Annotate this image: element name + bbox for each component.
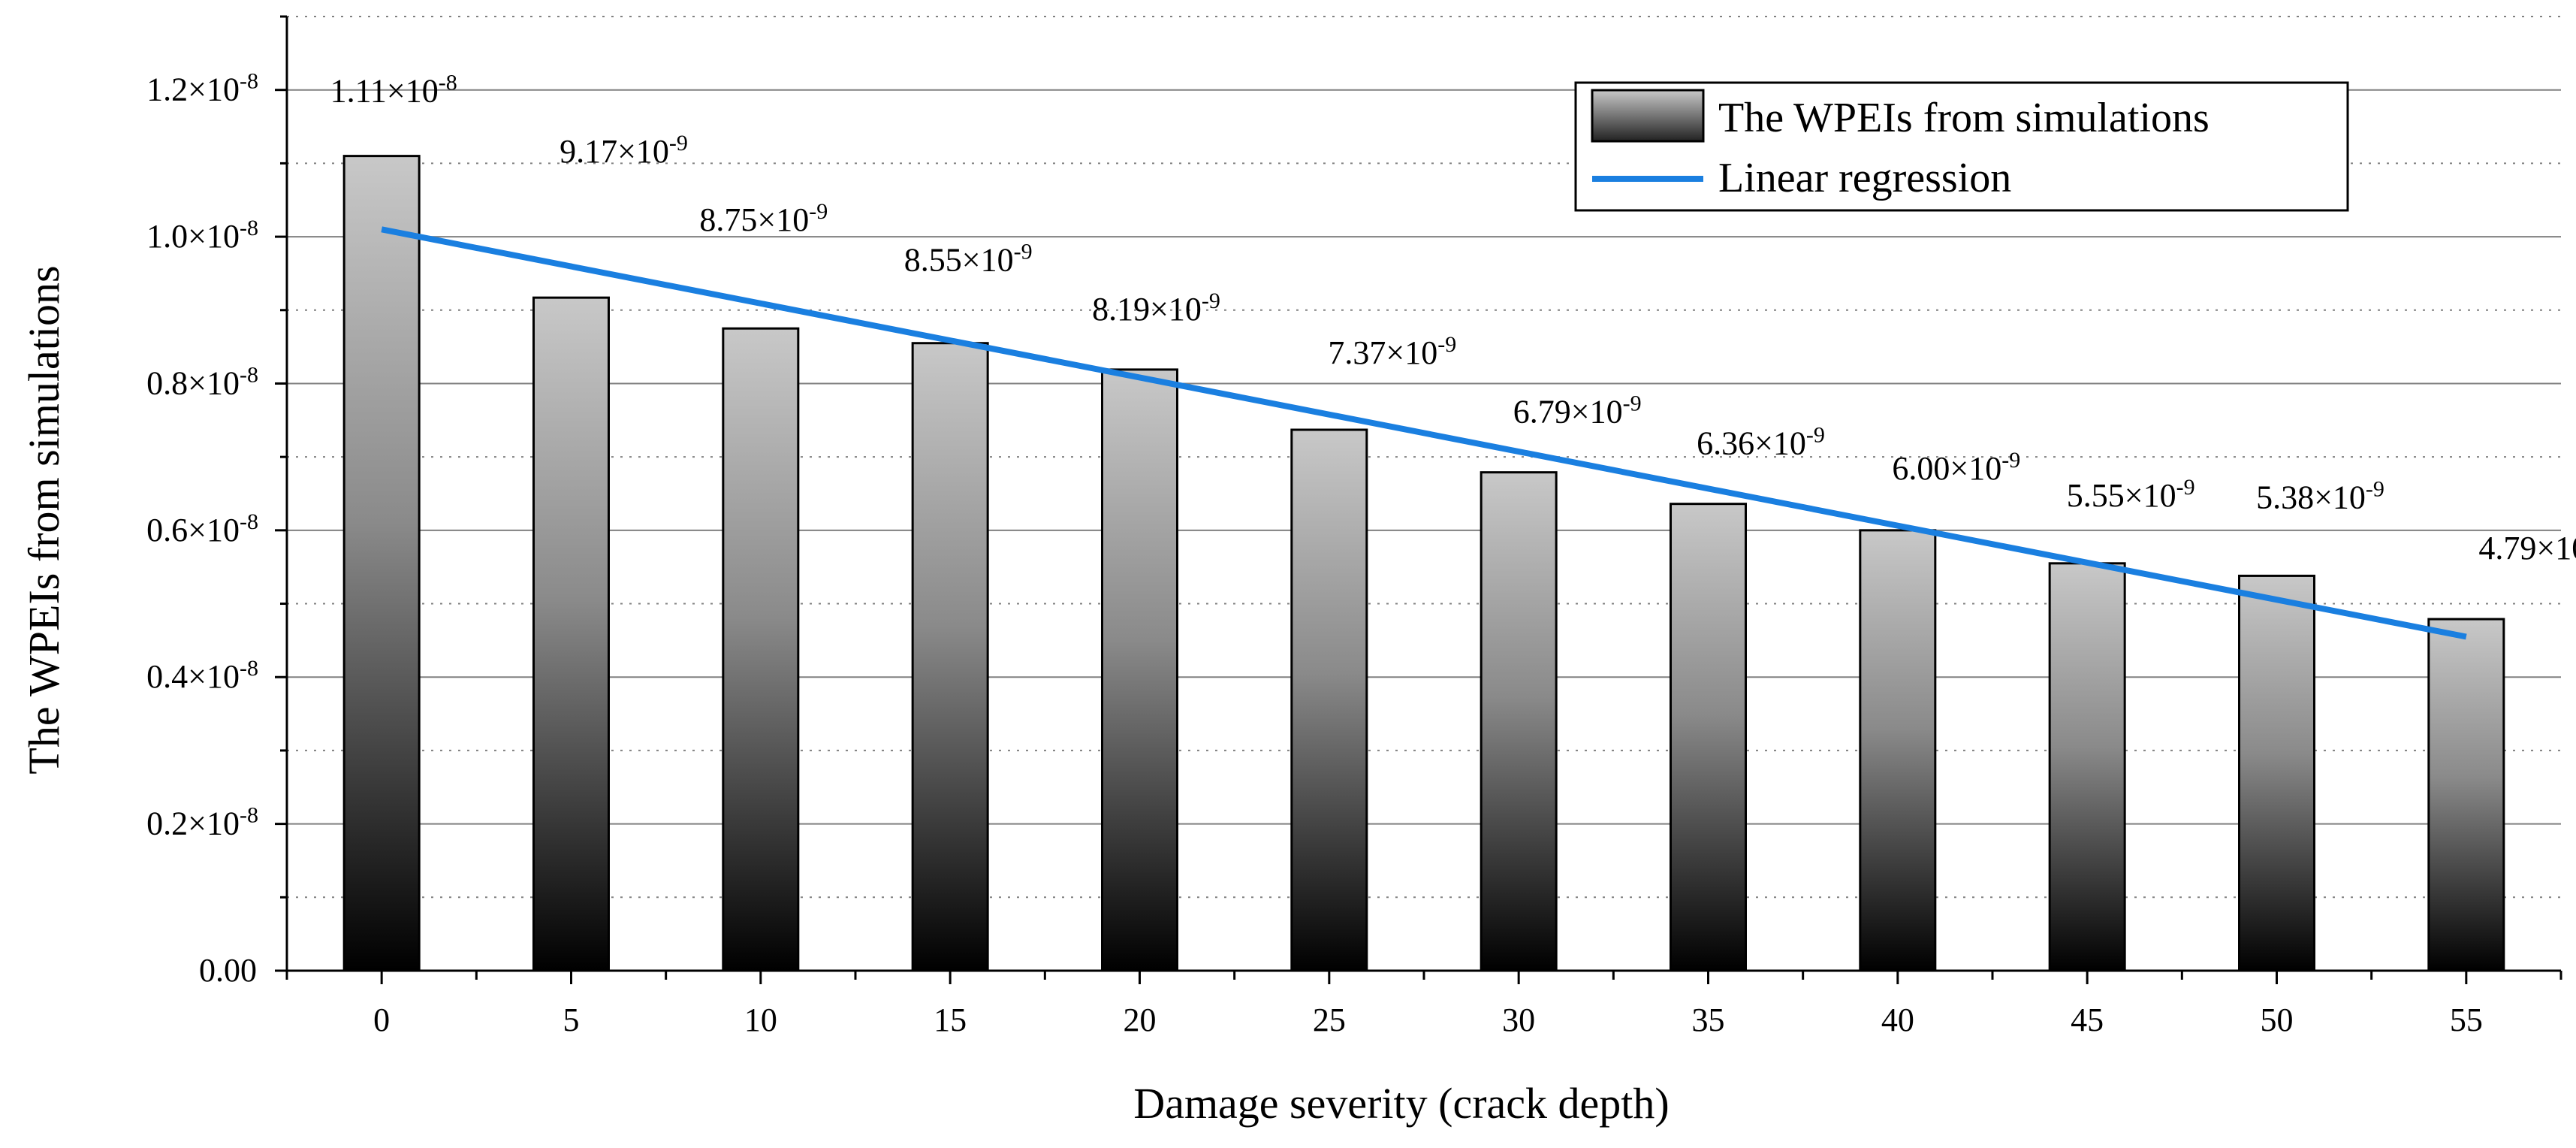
- bar-50: [2238, 574, 2315, 972]
- y-tick-label-mantissa: 1.0×10: [146, 218, 240, 255]
- bar-15: [911, 342, 989, 972]
- y-tick-label-exponent: -8: [240, 216, 258, 240]
- data-label-40-mantissa: 6.00×10: [1892, 450, 2001, 487]
- y-tick-label: 1.2×10-8: [146, 69, 258, 108]
- x-tick-label: 40: [1881, 1001, 1914, 1038]
- y-tick-label-exponent: -8: [240, 509, 258, 534]
- bar-30: [1480, 471, 1558, 972]
- y-axis-title: The WPEIs from simulations: [20, 265, 68, 774]
- y-tick-labels: 0.000.2×10-80.4×10-80.6×10-80.8×10-81.0×…: [146, 69, 258, 989]
- x-axis-title: Damage severity (crack depth): [1133, 1079, 1669, 1128]
- data-label-5-exponent: -9: [669, 131, 688, 156]
- legend-bar-swatch: [1591, 89, 1705, 143]
- y-tick-label-exponent: -8: [240, 803, 258, 828]
- x-tick-label: 50: [2261, 1001, 2294, 1038]
- bar-0: [342, 155, 421, 972]
- bar-55: [2427, 618, 2505, 972]
- data-label-5-mantissa: 9.17×10: [560, 133, 669, 170]
- x-tick-label: 10: [744, 1001, 777, 1038]
- data-label-50: 5.38×10-9: [2256, 476, 2384, 515]
- data-label-30-exponent: -9: [1623, 391, 1642, 416]
- data-label-30-mantissa: 6.79×10: [1513, 394, 1623, 430]
- data-label-55-mantissa: 4.79×10: [2478, 530, 2576, 566]
- x-tick-labels: 0 5 10 15 20 25 30 35 40 45 50 55: [373, 1001, 2483, 1038]
- y-tick-label: 0.00: [199, 952, 257, 989]
- data-label-40-exponent: -9: [2001, 448, 2020, 473]
- data-label-15-mantissa: 8.55×10: [904, 242, 1014, 279]
- data-label-20: 8.19×10-9: [1092, 289, 1220, 328]
- data-label-30: 6.79×10-9: [1513, 391, 1642, 430]
- data-labels: 1.11×10-89.17×10-98.75×10-98.55×10-98.19…: [330, 71, 2576, 566]
- data-label-25-mantissa: 7.37×10: [1328, 334, 1437, 371]
- data-label-15: 8.55×10-9: [904, 240, 1033, 279]
- data-label-35: 6.36×10-9: [1697, 423, 1825, 462]
- data-label-25: 7.37×10-9: [1328, 332, 1456, 371]
- bar-40: [1859, 529, 1937, 972]
- data-label-25-exponent: -9: [1437, 332, 1456, 357]
- data-label-55: 4.79×10-9: [2478, 527, 2576, 566]
- data-label-35-mantissa: 6.36×10: [1697, 425, 1806, 462]
- data-label-15-exponent: -9: [1014, 240, 1033, 264]
- x-tick-label: 0: [373, 1001, 390, 1038]
- y-tick-label-exponent: -8: [240, 69, 258, 94]
- data-label-35-exponent: -9: [1806, 423, 1825, 448]
- y-tick-label: 0.2×10-8: [146, 803, 258, 842]
- data-label-0: 1.11×10-8: [330, 71, 457, 110]
- regression-line: [381, 226, 2467, 640]
- y-tick-label: 0.4×10-8: [146, 656, 258, 695]
- y-tick-label-mantissa: 0.6×10: [146, 512, 240, 548]
- y-tick-label-mantissa: 0.4×10: [146, 658, 240, 695]
- data-label-10-exponent: -9: [809, 199, 828, 224]
- data-label-50-mantissa: 5.38×10: [2256, 479, 2366, 515]
- data-label-45: 5.55×10-9: [2067, 475, 2195, 514]
- y-tick-label: 1.0×10-8: [146, 216, 258, 255]
- x-tick-label: 35: [1692, 1001, 1725, 1038]
- data-label-40: 6.00×10-9: [1892, 448, 2020, 487]
- legend-line-label: Linear regression: [1718, 155, 2011, 201]
- data-label-45-exponent: -9: [2176, 475, 2195, 500]
- data-label-5: 9.17×10-9: [560, 131, 688, 170]
- bar-20: [1101, 368, 1178, 972]
- data-label-50-exponent: -9: [2366, 476, 2384, 501]
- bar-25: [1290, 428, 1368, 972]
- x-tick-label: 30: [1502, 1001, 1535, 1038]
- bar-5: [532, 296, 610, 972]
- data-label-20-exponent: -9: [1202, 289, 1220, 313]
- y-tick-label: 0.6×10-8: [146, 509, 258, 548]
- x-tick-label: 25: [1313, 1001, 1346, 1038]
- bar-10: [722, 327, 800, 972]
- regression-line-layer: [381, 226, 2467, 640]
- data-label-0-mantissa: 1.11×10: [330, 73, 439, 110]
- x-tick-label: 5: [563, 1001, 580, 1038]
- y-tick-label: 0.8×10-8: [146, 362, 258, 401]
- data-label-10: 8.75×10-9: [699, 199, 828, 238]
- bar-35: [1670, 503, 1747, 972]
- legend: The WPEIs from simulations Linear regres…: [1574, 81, 2349, 212]
- bar-45: [2048, 562, 2126, 972]
- y-tick-label-mantissa: 0.2×10: [146, 805, 240, 842]
- x-tick-label: 45: [2071, 1001, 2104, 1038]
- axes: [275, 15, 2562, 984]
- legend-bar-label: The WPEIs from simulations: [1718, 95, 2210, 141]
- y-tick-label-exponent: -8: [240, 362, 258, 387]
- y-tick-label-exponent: -8: [240, 656, 258, 681]
- data-label-10-mantissa: 8.75×10: [699, 201, 809, 238]
- data-label-45-mantissa: 5.55×10: [2067, 477, 2176, 514]
- y-tick-label-mantissa: 1.2×10: [146, 71, 240, 108]
- y-tick-label-mantissa: 0.8×10: [146, 364, 240, 401]
- bars: [342, 155, 2505, 972]
- x-tick-label: 15: [934, 1001, 967, 1038]
- x-tick-label: 20: [1124, 1001, 1157, 1038]
- data-label-20-mantissa: 8.19×10: [1092, 291, 1202, 328]
- data-label-0-exponent: -8: [439, 71, 457, 95]
- x-tick-label: 55: [2450, 1001, 2483, 1038]
